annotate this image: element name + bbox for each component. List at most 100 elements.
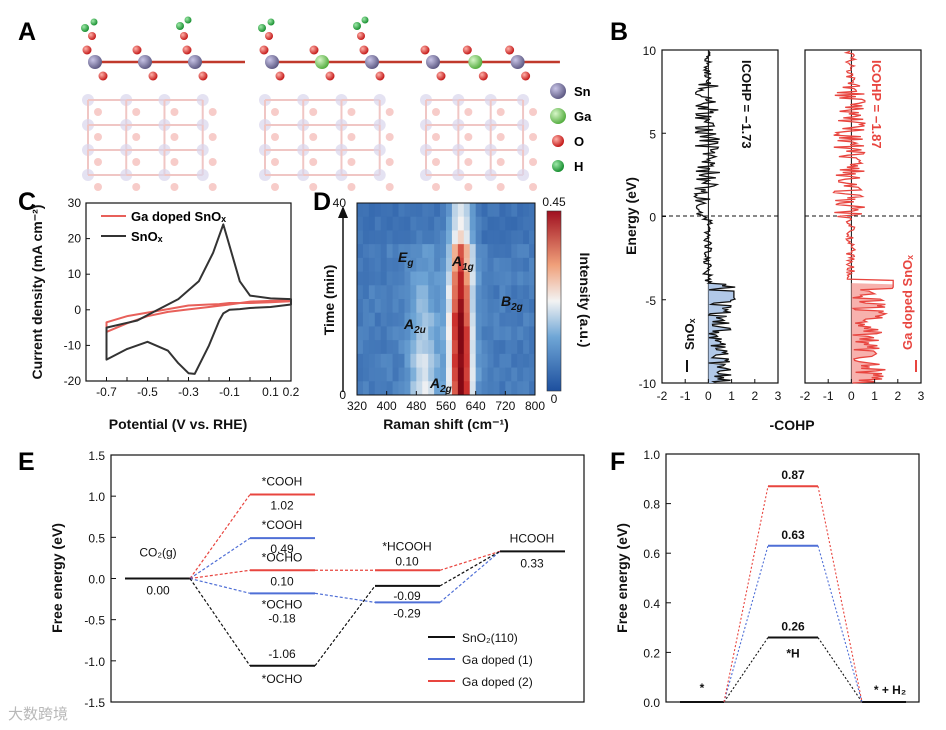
bulk-o-atom xyxy=(208,183,217,191)
bulk-o-atom xyxy=(208,133,217,141)
heatmap-cell xyxy=(481,353,488,368)
watermark: 大数跨境 xyxy=(8,706,69,723)
heatmap-cell xyxy=(386,381,393,396)
f-connector xyxy=(817,637,863,703)
heatmap-cell xyxy=(446,203,453,218)
f-ytick-label: 1.0 xyxy=(643,448,660,462)
heatmap-cell xyxy=(499,244,506,259)
heatmap-cell xyxy=(434,326,441,341)
heatmap-cell xyxy=(446,381,453,396)
cv-xtick-label: 0.1 xyxy=(262,385,279,399)
heatmap-cell xyxy=(505,381,512,396)
heatmap-cell xyxy=(422,381,429,396)
colorbar-min: 0 xyxy=(551,392,558,406)
heatmap-cell xyxy=(404,381,411,396)
heatmap-cell xyxy=(529,367,536,382)
heatmap-cell xyxy=(446,244,453,259)
heatmap-cell xyxy=(434,230,441,245)
heatmap-cell xyxy=(457,340,465,355)
f-ytick-label: 0.6 xyxy=(643,547,660,561)
heatmap-cell xyxy=(416,216,423,231)
heatmap-cell xyxy=(446,285,453,300)
adsorbate-atom xyxy=(258,24,266,32)
heatmap-cell xyxy=(440,230,447,245)
heatmap-cell xyxy=(428,299,435,314)
series-label-ga: Ga doped SnOₓ xyxy=(900,255,915,350)
e-species-label: *OCHO xyxy=(262,672,303,686)
e-connector xyxy=(189,578,251,667)
e-value-label: -0.29 xyxy=(393,606,421,620)
heatmap-cell xyxy=(446,257,453,272)
heatmap-cell xyxy=(451,353,459,368)
e-legend-label: SnO₂(110) xyxy=(462,631,518,645)
bulk-o-atom xyxy=(94,133,102,141)
heatmap-cell xyxy=(469,312,477,327)
heatmap-cell xyxy=(380,216,388,231)
heatmap-cell xyxy=(475,367,482,382)
mode-subscript: 2u xyxy=(413,325,426,336)
heatmap-cell xyxy=(517,244,524,259)
bulk-o-atom xyxy=(309,108,318,116)
legend-label-o: O xyxy=(574,134,584,149)
heatmap-xtick-label: 720 xyxy=(495,399,515,413)
heatmap-cell xyxy=(511,285,518,300)
heatmap-cell xyxy=(392,353,399,368)
surface-o-atom xyxy=(375,71,385,81)
heatmap-cell xyxy=(392,312,399,327)
heatmap-cell xyxy=(380,326,388,341)
e-connector xyxy=(189,577,251,594)
heatmap-cell xyxy=(374,257,382,272)
surface-o-atom xyxy=(521,71,531,81)
heatmap-xtick-label: 560 xyxy=(436,399,456,413)
heatmap-cell xyxy=(422,340,429,355)
heatmap-cell xyxy=(392,203,399,218)
bulk-o-atom xyxy=(208,158,217,166)
heatmap-cell xyxy=(357,271,364,286)
bulk-sn-atom xyxy=(196,169,209,181)
cv-legend-ga: Ga doped SnOₓ xyxy=(131,209,226,224)
e-species-label: *OCHO xyxy=(262,550,303,564)
e-value-label: -1.06 xyxy=(268,647,296,661)
heatmap-cell xyxy=(529,340,536,355)
heatmap-cell xyxy=(529,257,536,272)
heatmap-cell xyxy=(475,285,482,300)
heatmap-cell xyxy=(505,216,512,231)
bulk-o-atom xyxy=(496,183,505,191)
f-label-initial: * xyxy=(700,681,705,695)
heatmap-cell xyxy=(404,271,411,286)
heatmap-cell xyxy=(434,340,441,355)
heatmap-cell xyxy=(505,340,512,355)
heatmap-cell xyxy=(469,367,477,382)
bulk-o-atom xyxy=(432,158,440,166)
surface-o-atom xyxy=(478,71,488,81)
heatmap-cell xyxy=(499,230,506,245)
heatmap-cell xyxy=(511,381,518,396)
bulk-o-atom xyxy=(347,183,356,191)
bulk-o-atom xyxy=(132,183,141,191)
heatmap-cell xyxy=(357,257,364,272)
heatmap-cell xyxy=(440,257,447,272)
cv-xtick-label: -0.5 xyxy=(137,385,158,399)
heatmap-cell xyxy=(440,271,447,286)
bulk-o-atom xyxy=(496,133,505,141)
adsorbate-atom xyxy=(353,22,361,30)
heatmap-cell xyxy=(493,271,500,286)
cohp-ytick-label: 0 xyxy=(649,211,656,225)
heatmap-cell xyxy=(398,353,405,368)
heatmap-cell xyxy=(380,299,388,314)
surface-o-atom xyxy=(275,71,285,81)
heatmap-cell xyxy=(368,244,376,259)
mode-subscript: 2g xyxy=(439,384,452,395)
heatmap-cell xyxy=(469,244,477,259)
heatmap-cell xyxy=(511,340,518,355)
cohp-y-label: Energy (eV) xyxy=(623,177,639,255)
bulk-o-atom xyxy=(529,108,538,116)
bulk-o-atom xyxy=(347,133,356,141)
surface-o-atom xyxy=(198,71,208,81)
heatmap-cell xyxy=(457,367,465,382)
bulk-o-atom xyxy=(271,108,279,116)
heatmap-cell xyxy=(469,285,477,300)
bulk-o-atom xyxy=(94,183,102,191)
e-species-label: *HCOOH xyxy=(382,539,431,553)
surface-sn-atom xyxy=(138,55,152,69)
